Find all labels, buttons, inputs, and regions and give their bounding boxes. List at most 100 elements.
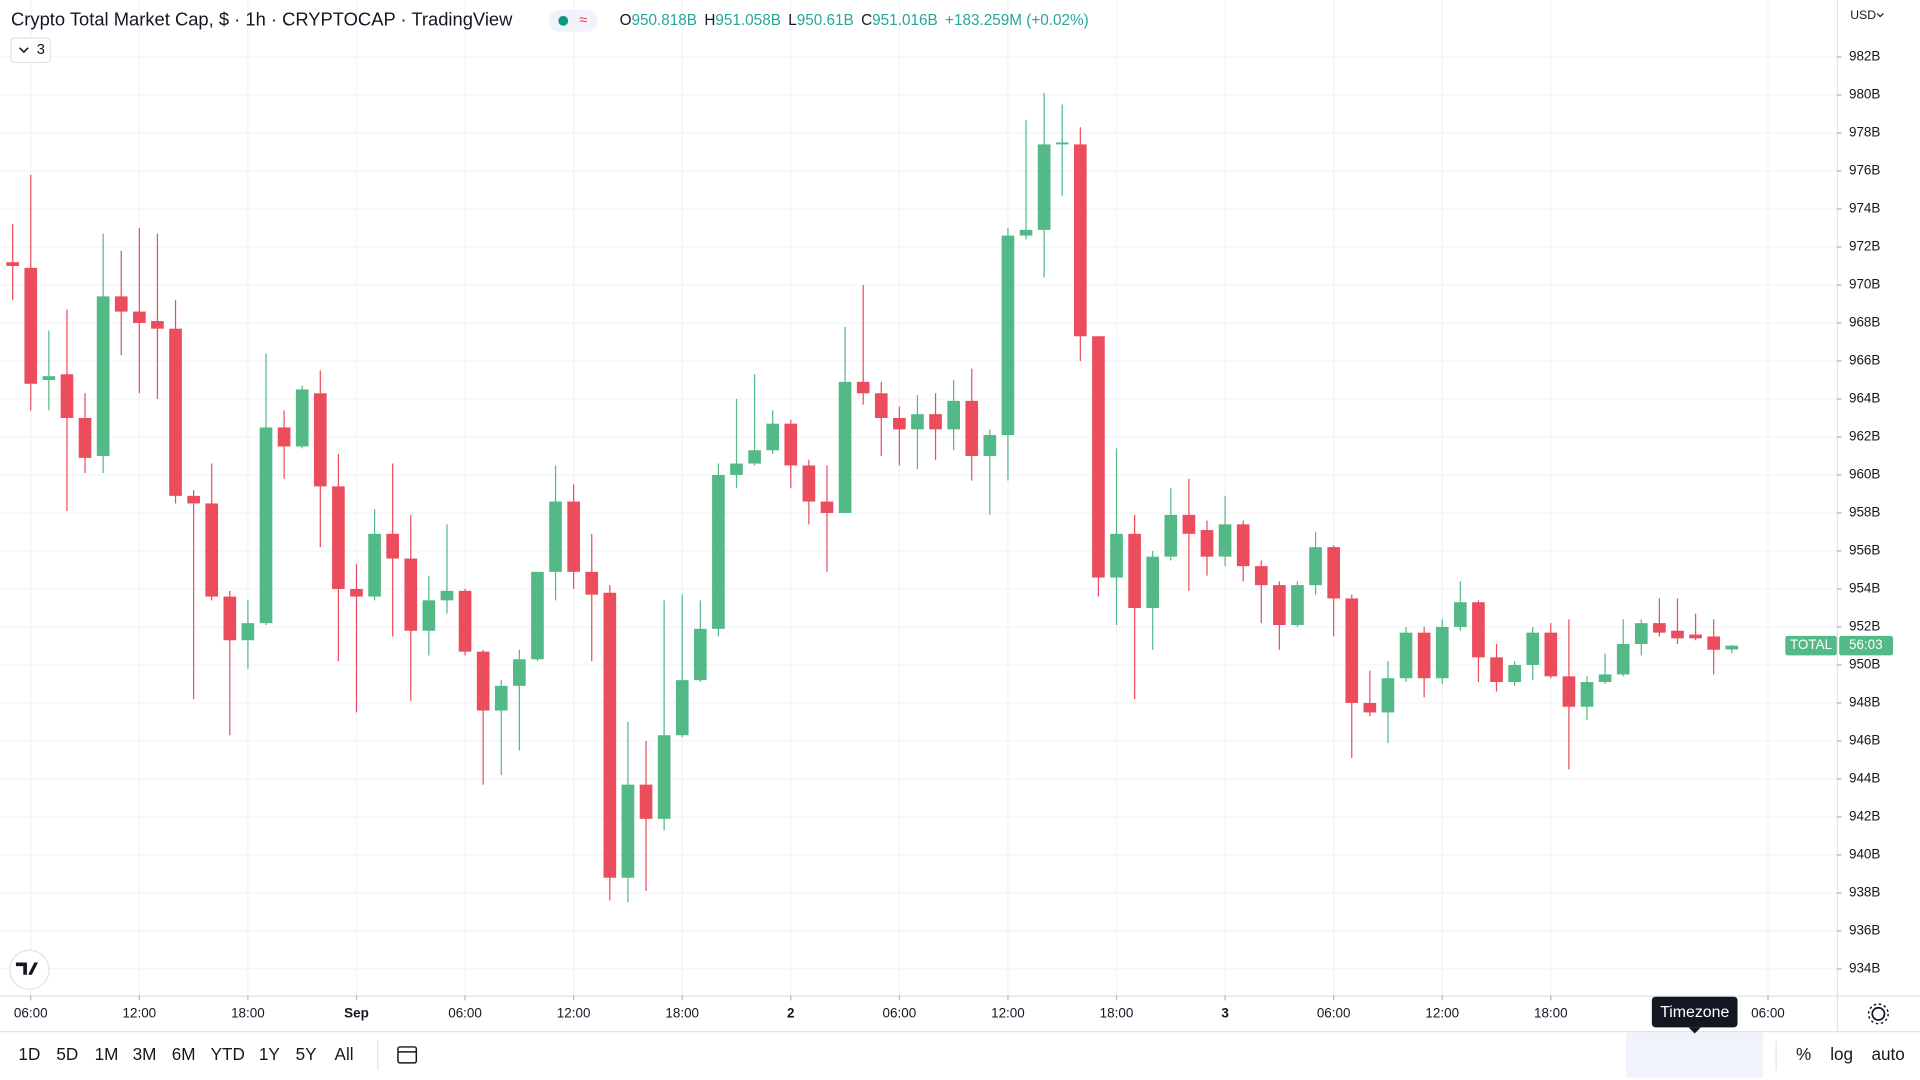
currency-chevron xyxy=(1876,13,1884,18)
date-range-icon[interactable] xyxy=(397,1046,418,1064)
ohlc-legend: O950.818B H951.058B L950.61B C951.016B +183.… xyxy=(620,12,1089,29)
range-button[interactable]: 6M xyxy=(172,1044,196,1064)
candle-body xyxy=(1001,235,1015,436)
candle-body xyxy=(60,374,74,418)
ohlc-label: L xyxy=(788,12,797,29)
scale-option[interactable]: % xyxy=(1796,1044,1811,1064)
candle-body xyxy=(295,389,309,447)
chart-title: Crypto Total Market Cap, $ · 1h · CRYPTO… xyxy=(11,9,513,30)
candle-body xyxy=(1598,674,1612,683)
y-tick-label: 978B xyxy=(1849,125,1880,140)
scale-option[interactable]: auto xyxy=(1871,1044,1904,1064)
candle-body xyxy=(1526,632,1540,665)
status-pill xyxy=(548,9,598,32)
candles xyxy=(6,93,1739,903)
candle-body xyxy=(350,588,363,597)
candle-body xyxy=(1472,602,1485,658)
x-tick-label: 06:00 xyxy=(883,1005,917,1020)
y-tick-label: 960B xyxy=(1849,467,1880,482)
candle-body xyxy=(1309,547,1322,586)
range-button[interactable]: 3M xyxy=(133,1044,157,1064)
indicator-count: 3 xyxy=(37,42,45,58)
candle-body xyxy=(1490,657,1503,683)
candle-body xyxy=(730,463,743,475)
y-tick-label: 956B xyxy=(1849,543,1880,558)
x-tick-label: 12:00 xyxy=(1425,1005,1459,1020)
candle-body xyxy=(313,393,327,487)
y-tick-label: 976B xyxy=(1849,163,1880,178)
candle-body xyxy=(151,321,164,329)
candle-body xyxy=(96,296,110,456)
settings-gear-teeth xyxy=(1867,1003,1889,1025)
logo-badge[interactable] xyxy=(9,949,50,990)
tooltip-box xyxy=(1651,996,1738,1028)
x-tick-label: 06:00 xyxy=(448,1005,482,1020)
candle-body xyxy=(1146,556,1160,608)
candle-body xyxy=(1725,645,1739,650)
candle-body xyxy=(404,558,418,631)
candle-body xyxy=(1435,626,1449,679)
scale-option[interactable]: log xyxy=(1830,1044,1853,1064)
x-tick-label: 18:00 xyxy=(665,1005,699,1020)
candle-body xyxy=(567,501,580,572)
candle-body xyxy=(874,393,888,418)
candle-body xyxy=(1417,632,1431,679)
range-button[interactable]: 1Y xyxy=(259,1044,281,1064)
clock-background[interactable] xyxy=(1626,1032,1764,1078)
y-tick-label: 940B xyxy=(1849,846,1880,861)
settings-icon[interactable] xyxy=(1871,1006,1886,1021)
indicator-toggle[interactable] xyxy=(10,37,51,64)
price-tag-box xyxy=(1839,635,1894,656)
candle-body xyxy=(6,262,20,266)
candle-body xyxy=(1671,630,1684,639)
candle-body xyxy=(386,533,400,559)
range-button[interactable]: All xyxy=(335,1044,354,1064)
range-button[interactable]: 1D xyxy=(18,1044,40,1064)
candle-body xyxy=(1218,524,1232,557)
currency-label[interactable]: USD xyxy=(1850,8,1876,22)
tooltip-text: Timezone xyxy=(1660,1004,1729,1021)
candle-body xyxy=(1454,602,1467,627)
range-button[interactable]: 1M xyxy=(95,1044,119,1064)
candle-body xyxy=(1345,598,1359,703)
candle-body xyxy=(1037,144,1051,230)
x-tick-label: 3 xyxy=(1221,1005,1228,1020)
x-tick-label: 06:00 xyxy=(1751,1005,1785,1020)
candle-body xyxy=(1580,682,1594,707)
y-tick-label: 958B xyxy=(1849,505,1880,520)
candle-body xyxy=(585,571,599,595)
range-button[interactable]: YTD xyxy=(211,1044,245,1064)
candle-body xyxy=(911,414,924,430)
y-tick-label: 974B xyxy=(1849,201,1880,216)
range-button[interactable]: 5Y xyxy=(296,1044,318,1064)
candle-body xyxy=(639,784,653,819)
status-icon: ≈ xyxy=(579,13,587,29)
candle-body xyxy=(1634,623,1648,645)
candle-body xyxy=(1327,547,1341,599)
candle-body xyxy=(494,685,508,711)
candle-body xyxy=(784,423,798,466)
x-tick-label: 12:00 xyxy=(991,1005,1025,1020)
x-tick-label: 2 xyxy=(787,1005,794,1020)
tooltip-pointer xyxy=(1688,1027,1701,1034)
ohlc-value: 951.058B xyxy=(715,12,780,29)
candle-body xyxy=(1164,514,1178,557)
candle-body xyxy=(440,590,454,601)
candle-body xyxy=(1399,632,1413,679)
candle-body xyxy=(1689,634,1702,639)
logo-icon xyxy=(15,962,38,975)
candle-body xyxy=(1273,585,1286,626)
candle-body xyxy=(766,423,780,451)
candle-body xyxy=(929,414,942,430)
candle-body xyxy=(1200,530,1214,557)
candle-body xyxy=(531,571,544,660)
y-tick-label: 936B xyxy=(1849,922,1880,937)
x-tick-label: Sep xyxy=(344,1005,369,1020)
x-tick-label: 12:00 xyxy=(557,1005,591,1020)
candle-body xyxy=(42,376,56,380)
candle-body xyxy=(893,417,906,430)
range-button[interactable]: 5D xyxy=(56,1044,78,1064)
